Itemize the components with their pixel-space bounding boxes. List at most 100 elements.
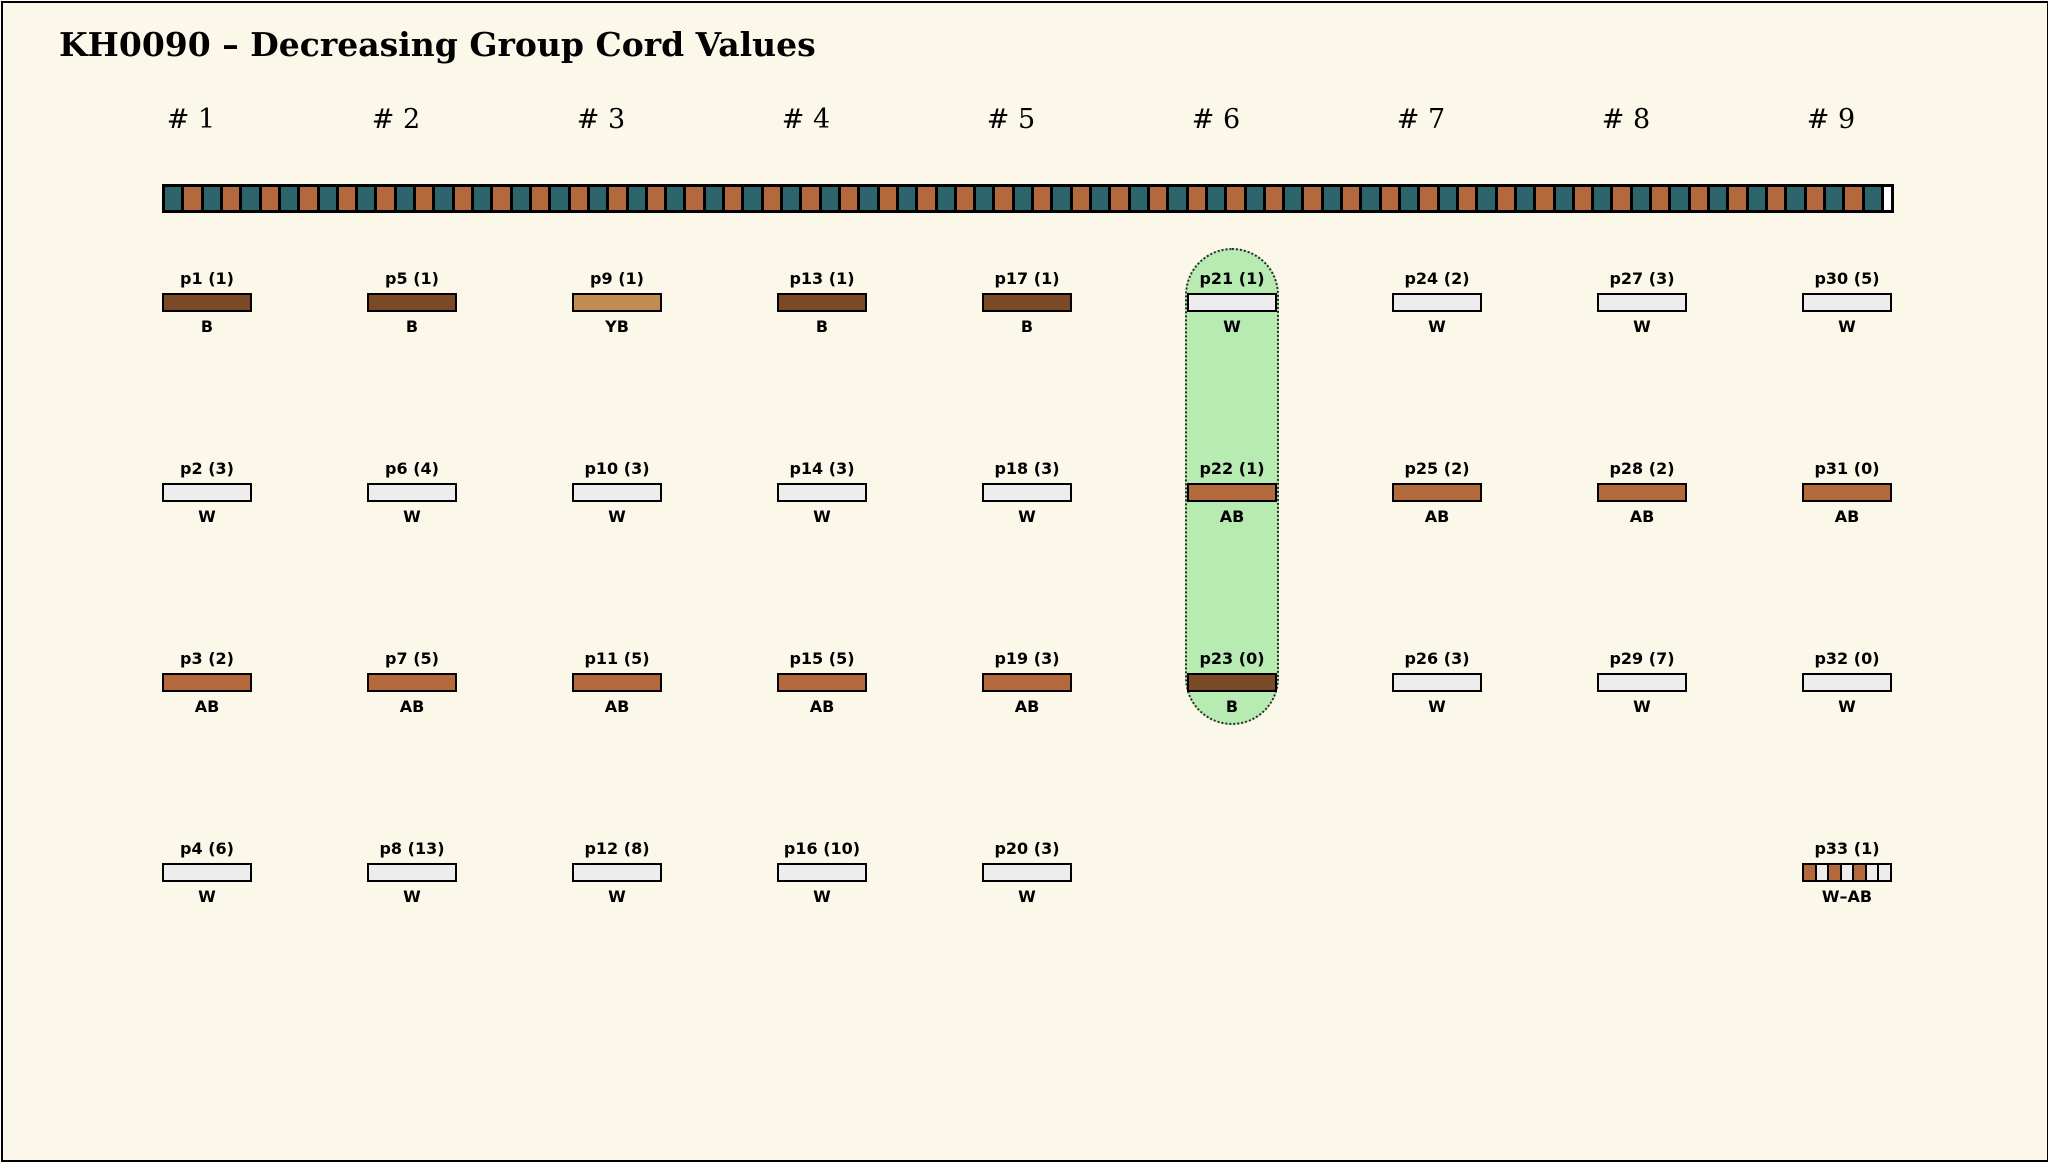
band-cell bbox=[1710, 187, 1727, 210]
unit-color-bar bbox=[1802, 673, 1892, 692]
unit-name-label: p15 (5) bbox=[789, 649, 855, 668]
band-cell bbox=[300, 187, 317, 210]
unit-name-label: p23 (0) bbox=[1199, 649, 1265, 668]
unit-color-code: W bbox=[403, 507, 421, 526]
unit-name-label: p8 (13) bbox=[379, 839, 445, 858]
unit-color-code: B bbox=[1225, 697, 1239, 716]
band-cell bbox=[512, 187, 529, 210]
column-header: # 6 bbox=[1191, 104, 1241, 135]
band-cell bbox=[667, 187, 684, 210]
band-cell bbox=[1864, 187, 1881, 210]
unit-color-code: W bbox=[1838, 697, 1856, 716]
band-cell bbox=[1632, 187, 1650, 210]
unit-color-code: B bbox=[200, 317, 214, 336]
unit-color-code: W bbox=[1633, 317, 1651, 336]
band-cell bbox=[1034, 187, 1051, 210]
band-cell bbox=[1401, 187, 1418, 210]
unit-color-bar bbox=[1802, 863, 1892, 882]
unit-color-code: AB bbox=[1014, 697, 1040, 716]
pattern-unit: p10 (3) W bbox=[565, 456, 669, 530]
diagram-title: KH0090 – Decreasing Group Cord Values bbox=[59, 25, 816, 64]
column-header: # 2 bbox=[371, 104, 421, 135]
band-cell bbox=[609, 187, 626, 210]
band-cell bbox=[416, 187, 433, 210]
unit-name-label: p30 (5) bbox=[1814, 269, 1880, 288]
unit-name-label: p4 (6) bbox=[180, 839, 234, 858]
unit-name-label: p11 (5) bbox=[584, 649, 650, 668]
unit-name-label: p29 (7) bbox=[1609, 649, 1675, 668]
column-header: # 9 bbox=[1806, 104, 1856, 135]
band-cell bbox=[1767, 187, 1785, 210]
pattern-unit: p25 (2) AB bbox=[1385, 456, 1489, 530]
band-cell bbox=[1787, 187, 1804, 210]
band-cell bbox=[879, 187, 896, 210]
unit-color-bar bbox=[777, 673, 867, 692]
band-cell bbox=[1516, 187, 1534, 210]
band-cell bbox=[1323, 187, 1341, 210]
column-header: # 7 bbox=[1396, 104, 1446, 135]
unit-color-code: B bbox=[1020, 317, 1034, 336]
band-cell bbox=[1188, 187, 1205, 210]
band-cell bbox=[1555, 187, 1572, 210]
unit-color-code: W bbox=[608, 507, 626, 526]
pattern-unit: p6 (4) W bbox=[360, 456, 464, 530]
pattern-unit: p21 (1) W bbox=[1180, 266, 1284, 340]
unit-color-bar bbox=[367, 673, 457, 692]
band-cell bbox=[261, 187, 278, 210]
pattern-unit: p22 (1) AB bbox=[1180, 456, 1284, 530]
unit-color-code: W–AB bbox=[1821, 887, 1873, 906]
unit-color-code: AB bbox=[194, 697, 220, 716]
unit-color-code: W bbox=[608, 887, 626, 906]
pattern-unit: p12 (8) W bbox=[565, 836, 669, 910]
unit-color-code: AB bbox=[604, 697, 630, 716]
band-cell bbox=[1246, 187, 1263, 210]
column-header: # 4 bbox=[781, 104, 831, 135]
band-cell bbox=[1053, 187, 1070, 210]
unit-color-bar bbox=[1597, 483, 1687, 502]
unit-name-label: p28 (2) bbox=[1609, 459, 1675, 478]
unit-color-code: AB bbox=[809, 697, 835, 716]
band-cell bbox=[976, 187, 993, 210]
pattern-unit: p20 (3) W bbox=[975, 836, 1079, 910]
band-cell bbox=[551, 187, 568, 210]
unit-color-bar bbox=[1392, 483, 1482, 502]
band-cell bbox=[860, 187, 877, 210]
unit-name-label: p32 (0) bbox=[1814, 649, 1880, 668]
band-cell bbox=[280, 187, 298, 210]
band-cell bbox=[1845, 187, 1862, 210]
band-cell bbox=[1536, 187, 1553, 210]
band-cell bbox=[1092, 187, 1109, 210]
band-cell bbox=[338, 187, 356, 210]
unit-name-label: p22 (1) bbox=[1199, 459, 1265, 478]
pattern-unit: p24 (2) W bbox=[1385, 266, 1489, 340]
band-cell bbox=[1304, 187, 1321, 210]
unit-color-bar bbox=[1392, 293, 1482, 312]
column-header: # 1 bbox=[166, 104, 216, 135]
band-cell bbox=[783, 187, 800, 210]
band-cell bbox=[1111, 187, 1128, 210]
band-cell bbox=[763, 187, 780, 210]
band-cell bbox=[686, 187, 703, 210]
band-cell bbox=[918, 187, 935, 210]
unit-color-bar bbox=[572, 293, 662, 312]
unit-color-bar bbox=[1802, 483, 1892, 502]
band-cell bbox=[995, 187, 1012, 210]
band-cell bbox=[531, 187, 549, 210]
striped-bar-segment bbox=[1829, 865, 1840, 880]
unit-name-label: p21 (1) bbox=[1199, 269, 1265, 288]
striped-bar-segment bbox=[1866, 865, 1878, 880]
unit-color-code: W bbox=[1428, 697, 1446, 716]
pattern-unit: p27 (3) W bbox=[1590, 266, 1694, 340]
unit-color-bar bbox=[1597, 673, 1687, 692]
band-cell bbox=[377, 187, 394, 210]
band-cell bbox=[1265, 187, 1283, 210]
unit-name-label: p14 (3) bbox=[789, 459, 855, 478]
band-end-cap bbox=[1883, 187, 1891, 210]
unit-color-bar bbox=[1187, 483, 1277, 502]
unit-color-code: W bbox=[198, 507, 216, 526]
band-cell bbox=[705, 187, 723, 210]
unit-name-label: p24 (2) bbox=[1404, 269, 1470, 288]
unit-color-code: W bbox=[1223, 317, 1241, 336]
band-cell bbox=[474, 187, 491, 210]
